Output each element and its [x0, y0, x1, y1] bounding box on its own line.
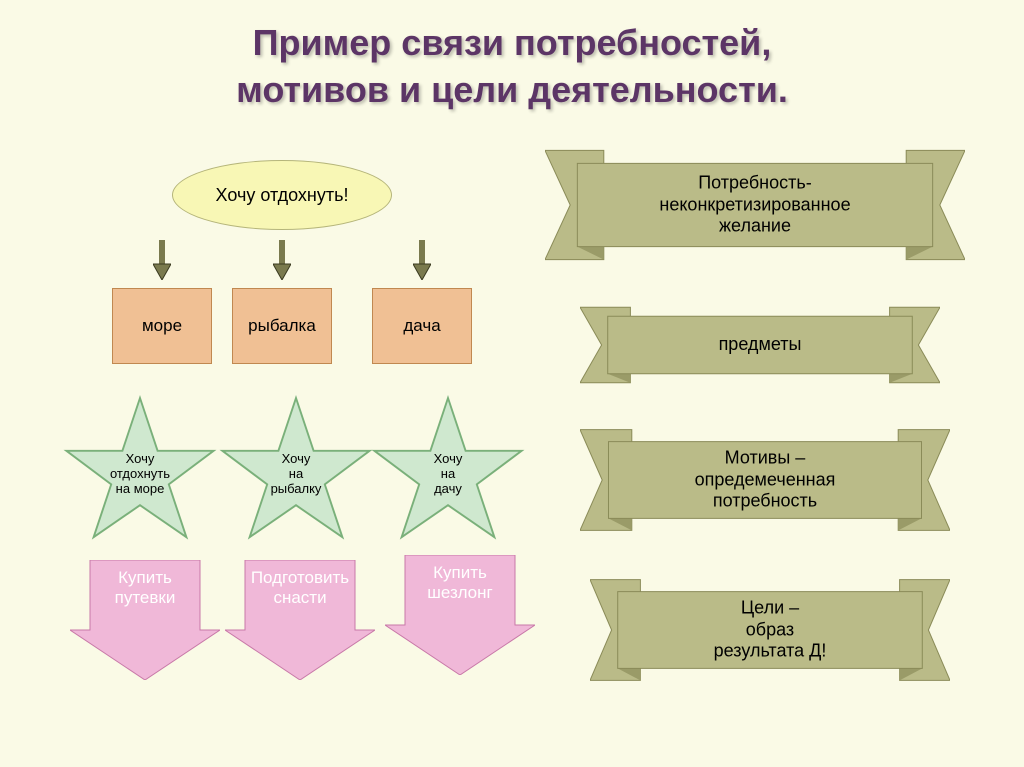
arrow-down-icon: [273, 240, 291, 285]
annotation-ribbon-2: Мотивы –опредемеченнаяпотребность: [580, 420, 950, 540]
option-box-label: море: [142, 316, 182, 336]
arrow-down-icon: [413, 240, 431, 285]
motive-star-2: Хочунадачу: [368, 390, 528, 550]
goal-arrow-0: Купитьпутевки: [70, 560, 220, 680]
motive-star-1: Хочунарыбалку: [216, 390, 376, 550]
motive-star-0: Хочуотдохнутьна море: [60, 390, 220, 550]
annotation-ribbon-label: Цели –образрезультата Д!: [658, 598, 881, 663]
title-line1: Пример связи потребностей,: [253, 22, 772, 63]
option-box-label: дача: [403, 316, 440, 336]
need-ellipse: Хочу отдохнуть!: [172, 160, 392, 230]
annotation-ribbon-1: предметы: [580, 300, 940, 390]
slide-title: Пример связи потребностей, мотивов и цел…: [0, 0, 1024, 114]
motive-star-label: Хочунарыбалку: [256, 452, 336, 497]
goal-arrow-1: Подготовитьснасти: [225, 560, 375, 680]
motive-star-label: Хочунадачу: [408, 452, 488, 497]
option-box-label: рыбалка: [248, 316, 316, 336]
option-box-2: дача: [372, 288, 472, 364]
title-line2: мотивов и цели деятельности.: [236, 69, 788, 110]
option-box-1: рыбалка: [232, 288, 332, 364]
annotation-ribbon-label: Мотивы –опредемеченнаяпотребность: [650, 448, 879, 513]
arrow-down-icon: [153, 240, 171, 285]
annotation-ribbon-label: предметы: [648, 334, 871, 356]
goal-arrow-2: Купитьшезлонг: [385, 555, 535, 675]
annotation-ribbon-0: Потребность-неконкретизированноежелание: [545, 140, 965, 270]
goal-arrow-label: Подготовитьснасти: [240, 568, 360, 609]
motive-star-label: Хочуотдохнутьна море: [100, 452, 180, 497]
option-box-0: море: [112, 288, 212, 364]
annotation-ribbon-3: Цели –образрезультата Д!: [590, 570, 950, 690]
goal-arrow-label: Купитьшезлонг: [400, 563, 520, 604]
goal-arrow-label: Купитьпутевки: [85, 568, 205, 609]
need-ellipse-label: Хочу отдохнуть!: [216, 185, 349, 206]
annotation-ribbon-label: Потребность-неконкретизированноежелание: [625, 173, 885, 238]
